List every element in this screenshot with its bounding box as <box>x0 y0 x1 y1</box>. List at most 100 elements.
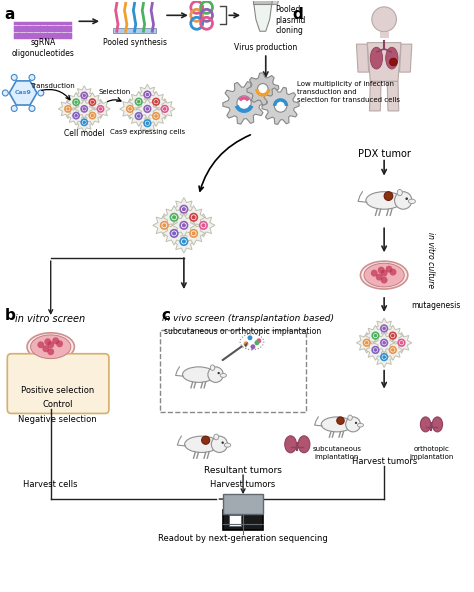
Circle shape <box>154 100 158 104</box>
Circle shape <box>200 221 207 229</box>
Text: c: c <box>161 308 170 323</box>
Circle shape <box>372 332 379 339</box>
Circle shape <box>386 266 392 272</box>
Circle shape <box>180 205 188 213</box>
Circle shape <box>89 99 95 105</box>
Text: in vitro culture: in vitro culture <box>426 232 435 288</box>
Circle shape <box>211 436 228 452</box>
Text: Readout by next-generation sequencing: Readout by next-generation sequencing <box>158 534 328 543</box>
Circle shape <box>190 230 197 237</box>
Ellipse shape <box>432 417 443 432</box>
Polygon shape <box>272 0 279 4</box>
Polygon shape <box>173 230 195 253</box>
Circle shape <box>182 223 186 227</box>
Circle shape <box>82 121 86 124</box>
Polygon shape <box>137 98 158 119</box>
Circle shape <box>91 114 94 117</box>
Circle shape <box>47 348 54 355</box>
Polygon shape <box>223 82 265 124</box>
Circle shape <box>65 106 71 112</box>
Polygon shape <box>155 98 175 119</box>
Circle shape <box>365 341 369 345</box>
Circle shape <box>91 101 94 104</box>
Polygon shape <box>146 91 166 112</box>
Circle shape <box>162 223 166 227</box>
Circle shape <box>38 90 44 96</box>
Polygon shape <box>137 84 158 105</box>
Circle shape <box>346 417 360 432</box>
Circle shape <box>382 341 386 345</box>
Text: Cell model: Cell model <box>64 129 104 138</box>
Circle shape <box>405 197 408 200</box>
Circle shape <box>171 214 178 221</box>
Circle shape <box>381 269 388 276</box>
Circle shape <box>98 106 104 112</box>
Text: Pooled synthesis: Pooled synthesis <box>102 38 166 47</box>
Circle shape <box>371 269 378 276</box>
Polygon shape <box>244 342 248 348</box>
Ellipse shape <box>360 261 408 289</box>
Text: in vivo screen (transplantation based): in vivo screen (transplantation based) <box>162 314 334 323</box>
Circle shape <box>47 341 54 348</box>
Circle shape <box>137 100 141 104</box>
Circle shape <box>81 92 87 98</box>
Polygon shape <box>146 106 166 127</box>
Circle shape <box>378 266 384 274</box>
Circle shape <box>161 221 168 229</box>
Text: Selection: Selection <box>99 89 131 95</box>
Polygon shape <box>137 113 158 134</box>
Polygon shape <box>356 333 377 353</box>
Polygon shape <box>374 347 394 368</box>
Polygon shape <box>128 106 149 127</box>
Polygon shape <box>83 92 102 112</box>
FancyBboxPatch shape <box>7 354 109 413</box>
Circle shape <box>144 120 151 127</box>
Text: Cas9: Cas9 <box>15 91 31 95</box>
Circle shape <box>82 94 86 97</box>
Ellipse shape <box>210 365 215 371</box>
Polygon shape <box>163 222 186 245</box>
Ellipse shape <box>357 423 364 427</box>
Text: Positive selection
Control
Negative selection: Positive selection Control Negative sele… <box>18 385 97 424</box>
Text: a: a <box>4 7 15 22</box>
Circle shape <box>400 341 403 345</box>
Polygon shape <box>387 82 399 111</box>
Circle shape <box>146 93 149 96</box>
Circle shape <box>355 422 357 424</box>
Ellipse shape <box>214 434 219 440</box>
Circle shape <box>398 339 405 346</box>
Polygon shape <box>120 98 140 119</box>
Polygon shape <box>66 106 86 126</box>
Circle shape <box>42 345 49 352</box>
Polygon shape <box>383 340 403 361</box>
Polygon shape <box>83 106 102 126</box>
Circle shape <box>73 112 79 119</box>
Circle shape <box>81 106 87 112</box>
Polygon shape <box>383 325 403 346</box>
Circle shape <box>172 215 176 220</box>
Text: Resultant tumors: Resultant tumors <box>204 466 282 475</box>
Circle shape <box>390 347 396 353</box>
Polygon shape <box>247 73 279 105</box>
Circle shape <box>244 341 248 346</box>
Circle shape <box>394 192 412 209</box>
Circle shape <box>337 417 344 424</box>
Bar <box>160 330 306 413</box>
Ellipse shape <box>364 263 404 287</box>
Circle shape <box>390 332 396 339</box>
Circle shape <box>381 339 387 346</box>
Text: Transduction: Transduction <box>30 83 75 89</box>
Bar <box>223 510 263 530</box>
Ellipse shape <box>366 192 402 209</box>
Circle shape <box>153 112 159 120</box>
Circle shape <box>182 239 186 243</box>
Text: subcutaneous or orthotopic implantation: subcutaneous or orthotopic implantation <box>164 327 321 336</box>
Bar <box>380 32 389 38</box>
Circle shape <box>11 75 17 81</box>
Polygon shape <box>370 82 381 111</box>
Text: Harvest tumors: Harvest tumors <box>210 480 276 489</box>
Text: PDX tumor: PDX tumor <box>358 149 410 159</box>
Text: d: d <box>292 7 303 22</box>
Polygon shape <box>173 214 195 237</box>
Circle shape <box>52 337 59 345</box>
